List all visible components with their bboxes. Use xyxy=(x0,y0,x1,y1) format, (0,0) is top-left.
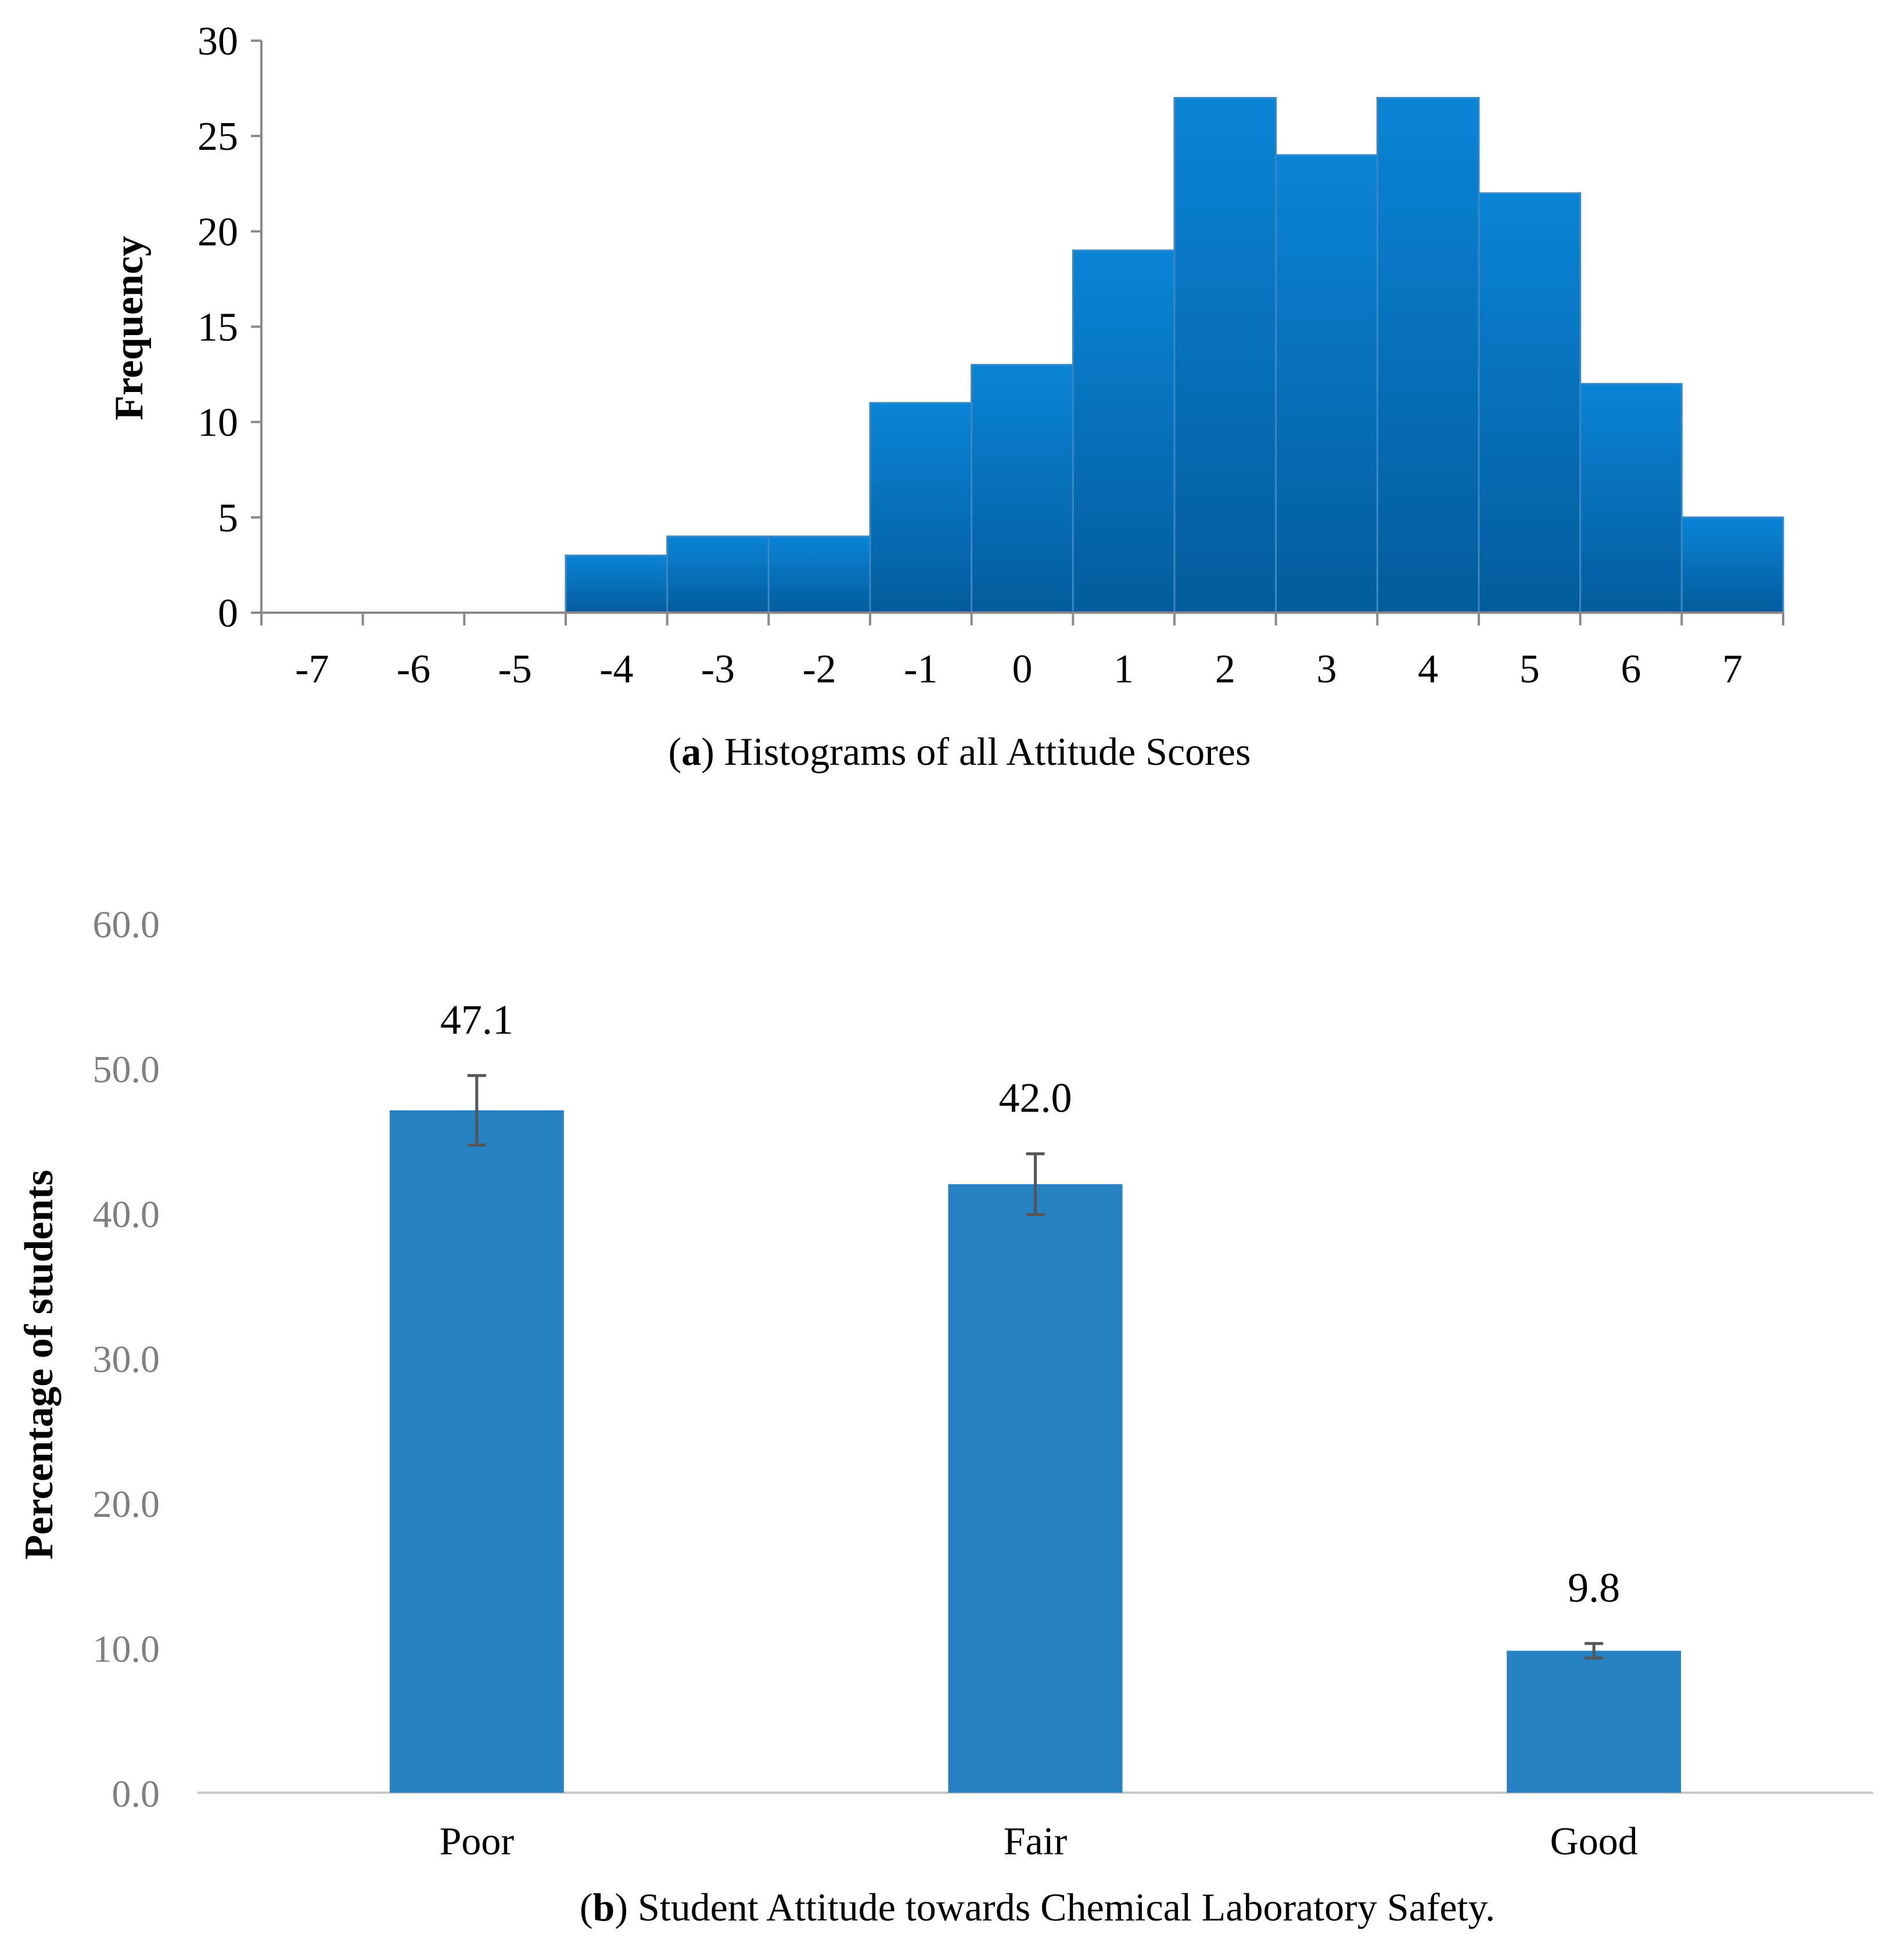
histogram-bar xyxy=(1376,97,1480,614)
bar-chart-caption-text: Student Attitude towards Chemical Labora… xyxy=(638,1885,1495,1929)
bar-chart-bar xyxy=(1507,1650,1682,1793)
bar-chart-value-label: 42.0 xyxy=(999,1075,1072,1121)
histogram-x-tick-label: -5 xyxy=(498,647,532,692)
bar-chart-y-tick-label: 20.0 xyxy=(93,1483,160,1526)
histogram-x-tick-label: -2 xyxy=(803,647,836,692)
bar-chart-y-tick-label: 60.0 xyxy=(93,904,160,946)
bar-chart-value-label: 9.8 xyxy=(1568,1565,1620,1611)
histogram-y-axis-label: Frequency xyxy=(107,236,152,420)
histogram-bar xyxy=(1275,154,1378,614)
bar-chart-x-tick-label: Poor xyxy=(440,1819,515,1863)
bar-chart-error-bars xyxy=(467,1074,1604,1660)
bar-chart-x-ticks: Poor Fair Good xyxy=(440,1819,1638,1863)
histogram-caption: (a) Histograms of all Attitude Scores xyxy=(669,729,1251,774)
bar-chart-y-tick-label: 10.0 xyxy=(93,1628,160,1671)
histogram-x-tick-label: -4 xyxy=(599,647,633,692)
histogram-bar xyxy=(869,402,973,614)
histogram-bar xyxy=(767,535,871,614)
histogram-x-tick-label: 2 xyxy=(1215,647,1235,692)
histogram-x-tick-label: 4 xyxy=(1418,647,1438,692)
bar-chart-bar xyxy=(948,1184,1123,1793)
histogram-bar xyxy=(565,555,669,614)
attitude-bar-chart: 0.010.020.030.040.050.060.0 47.142.09.8 … xyxy=(17,904,1873,1929)
bar-chart-y-tick-label: 0.0 xyxy=(112,1773,160,1815)
bar-chart-bars xyxy=(389,1110,1682,1793)
histogram-y-tick-label: 15 xyxy=(197,305,238,350)
bar-chart-y-axis-label: Percentage of students xyxy=(17,1170,62,1559)
histogram-x-tick-label: -7 xyxy=(295,647,329,692)
bar-chart-value-labels: 47.1 42.0 9.8 xyxy=(440,997,1620,1611)
histogram-x-tick-label: 3 xyxy=(1317,647,1337,692)
histogram-bar xyxy=(1680,516,1784,614)
bar-chart-x-tick-label: Fair xyxy=(1004,1819,1068,1863)
histogram-y-ticks: 0 5 10 15 20 25 30 xyxy=(197,19,261,636)
bar-chart-value-label: 47.1 xyxy=(440,997,513,1043)
bar-chart-caption-letter: b xyxy=(593,1885,615,1929)
histogram-y-tick-label: 20 xyxy=(197,210,238,254)
histogram-bar xyxy=(971,364,1074,614)
bar-chart-x-tick-label: Good xyxy=(1550,1819,1638,1863)
histogram-y-tick-label: 5 xyxy=(218,496,238,541)
histogram-y-tick-label: 30 xyxy=(197,19,238,64)
histogram-x-tick-label: 6 xyxy=(1621,647,1641,692)
histogram-x-tick-label: 0 xyxy=(1012,647,1033,692)
histogram-bar xyxy=(666,535,770,614)
histogram-x-tick-label: -6 xyxy=(397,647,430,692)
histogram-x-tick-label: -3 xyxy=(701,647,735,692)
bar-chart-y-tick-label: 40.0 xyxy=(93,1193,160,1236)
histogram-bars xyxy=(565,97,1784,614)
bar-chart-caption: (b) Student Attitude towards Chemical La… xyxy=(580,1885,1495,1929)
histogram-x-tick-label: 7 xyxy=(1722,647,1742,692)
histogram-y-tick-label: 25 xyxy=(197,114,238,159)
histogram-caption-letter: a xyxy=(681,729,701,774)
histogram-bar xyxy=(1579,383,1683,614)
histogram-x-tick-label: 1 xyxy=(1113,647,1134,692)
bar-chart-bar xyxy=(389,1110,564,1793)
bar-chart-y-tick-label: 50.0 xyxy=(93,1049,160,1091)
histogram-chart: 0 5 10 15 20 25 30 -7 -6 -5 -4 -3 -2 -1 0 1 2 3 4 5 6 7 Freq… xyxy=(107,19,1784,774)
histogram-y-tick-label: 0 xyxy=(218,591,238,636)
bar-chart-y-ticks: 0.0 10.0 20.0 30.0 40.0 50.0 60.0 xyxy=(93,904,160,1815)
histogram-x-tick-label: -1 xyxy=(904,647,937,692)
histogram-bar xyxy=(1072,249,1176,614)
histogram-bar xyxy=(1478,192,1582,614)
histogram-x-tick-label: 5 xyxy=(1519,647,1540,692)
histogram-x-ticks: -7 -6 -5 -4 -3 -2 -1 0 1 2 3 4 5 6 7 xyxy=(260,613,1784,692)
histogram-caption-text: Histograms of all Attitude Scores xyxy=(724,729,1251,774)
bar-chart-y-tick-label: 30.0 xyxy=(93,1339,160,1381)
histogram-y-tick-label: 10 xyxy=(197,401,238,445)
histogram-bar xyxy=(1173,97,1277,614)
